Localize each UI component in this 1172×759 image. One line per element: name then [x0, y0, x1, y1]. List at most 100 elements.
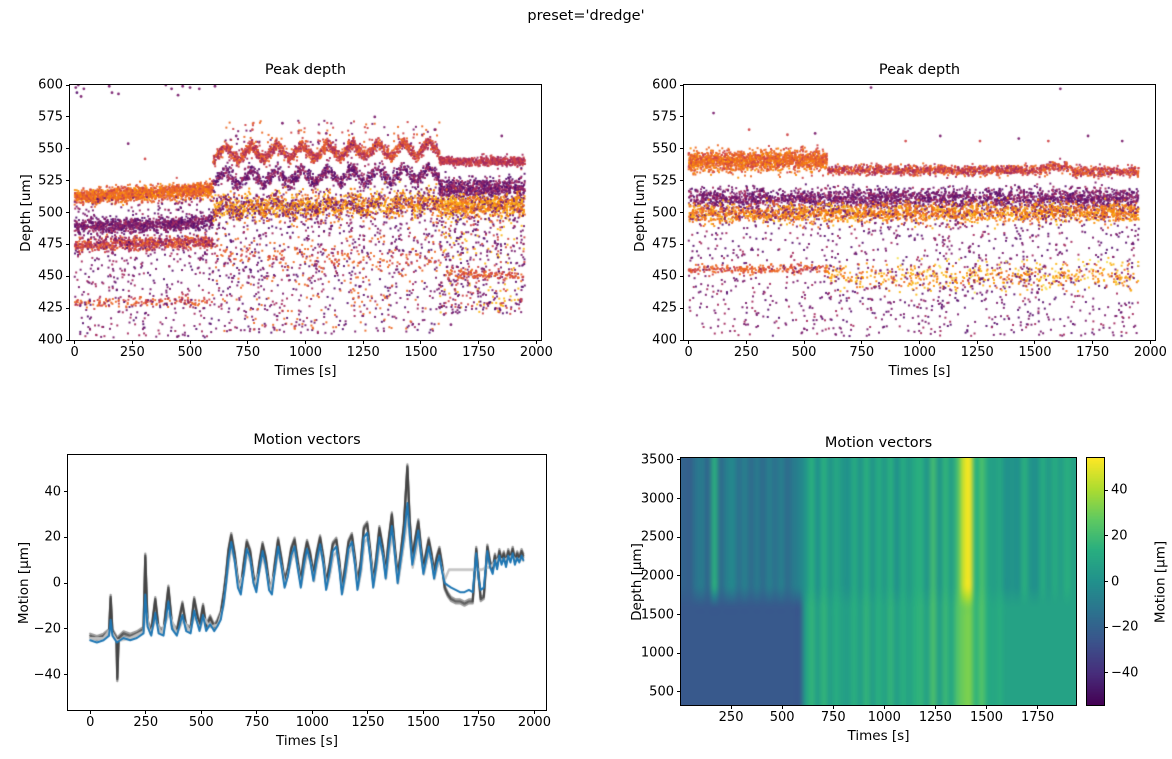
x-tick-mark: [934, 705, 936, 709]
y-tick-label: 3500: [640, 452, 674, 468]
x-tick-label: 0: [70, 345, 79, 360]
y-tick-mark: [677, 691, 681, 693]
x-tick-mark: [420, 340, 422, 344]
y-tick-label: 525: [38, 173, 63, 189]
x-tick-mark: [145, 710, 147, 714]
plot-title: Peak depth: [878, 62, 961, 78]
x-tick-label: 500: [791, 345, 817, 360]
x-tick-label: 250: [119, 345, 145, 360]
x-tick-mark: [89, 710, 91, 714]
x-tick-mark: [832, 705, 834, 709]
x-tick-label: 0: [684, 345, 693, 360]
y-tick-label: 500: [38, 205, 63, 220]
y-tick-mark: [680, 212, 684, 213]
colorbar-tick-mark: [1104, 535, 1108, 537]
y-tick-mark: [680, 116, 684, 118]
y-tick-mark: [680, 307, 684, 309]
x-tick-mark: [976, 340, 978, 344]
x-tick-label: 1250: [918, 710, 952, 725]
y-tick-mark: [677, 536, 681, 538]
x-tick-label: 250: [718, 710, 744, 725]
y-tick-label: 600: [652, 77, 677, 93]
y-tick-mark: [64, 582, 68, 584]
plot-title: Peak depth: [264, 62, 347, 78]
x-tick-mark: [367, 710, 369, 714]
x-tick-mark: [305, 340, 306, 344]
x-axis-label: Times [s]: [276, 733, 338, 749]
y-tick-label: 0: [52, 575, 61, 591]
y-tick-mark: [680, 275, 684, 277]
plot-title: Motion vectors: [824, 435, 933, 451]
x-tick-mark: [422, 710, 424, 714]
x-axis-label: Times [s]: [888, 363, 951, 379]
x-tick-mark: [1092, 340, 1094, 344]
y-tick-mark: [66, 339, 70, 341]
y-tick-mark: [66, 116, 70, 118]
x-tick-mark: [247, 340, 249, 344]
y-tick-mark: [680, 148, 684, 150]
x-tick-label: 2000: [1133, 345, 1167, 360]
y-tick-label: 20: [44, 529, 61, 545]
y-tick-label: −20: [33, 621, 61, 637]
x-tick-label: 2000: [519, 345, 553, 360]
y-tick-label: 2500: [640, 529, 674, 545]
x-tick-label: 750: [820, 710, 846, 725]
x-tick-label: 1750: [462, 715, 496, 730]
colorbar-canvas: [1087, 458, 1104, 705]
x-tick-label: 1500: [404, 345, 438, 360]
axes-motion-vectors-heatmap: Motion vectors Depth [μm] Times [s] 250 5…: [629, 435, 1077, 744]
x-tick-label: 1750: [1076, 345, 1110, 360]
axes-peak-depth-right: Peak depth Depth [um] Times [s] 0 250 500 7…: [632, 62, 1167, 379]
y-tick-mark: [680, 243, 684, 245]
y-tick-mark: [677, 614, 681, 616]
y-tick-label: 3000: [640, 491, 674, 507]
y-tick-label: 475: [38, 236, 63, 252]
x-tick-mark: [189, 340, 191, 344]
y-tick-mark: [680, 339, 684, 341]
y-tick-label: 450: [38, 268, 63, 284]
y-tick-label: 2000: [640, 568, 674, 584]
y-tick-label: 525: [652, 173, 677, 189]
x-tick-mark: [1034, 340, 1036, 344]
colorbar: Motion [μm] 40 20 0 −20 −40: [1086, 457, 1168, 706]
y-tick-mark: [66, 307, 70, 309]
x-tick-mark: [535, 340, 537, 344]
x-tick-label: 1500: [1018, 345, 1052, 360]
heatmap-canvas: [681, 458, 1076, 705]
x-tick-label: 1750: [462, 345, 496, 360]
y-tick-label: 1000: [640, 645, 674, 661]
x-tick-label: 250: [133, 715, 159, 730]
x-tick-mark: [74, 340, 76, 344]
colorbar-label: Motion [μm]: [1152, 540, 1168, 623]
x-tick-mark: [803, 340, 805, 344]
y-tick-mark: [677, 498, 681, 500]
y-tick-label: 400: [652, 332, 677, 348]
x-tick-label: 2000: [517, 715, 551, 730]
y-tick-mark: [677, 459, 681, 461]
colorbar-tick-label: −20: [1111, 619, 1139, 635]
x-tick-label: 1000: [288, 345, 323, 360]
x-tick-label: 750: [244, 715, 270, 730]
y-tick-mark: [680, 180, 684, 182]
y-tick-label: 450: [652, 268, 677, 284]
x-tick-mark: [745, 340, 747, 344]
y-tick-label: 425: [652, 300, 677, 316]
x-tick-mark: [200, 710, 202, 714]
y-tick-label: 575: [652, 109, 677, 125]
scatter-plot-canvas: [70, 85, 541, 340]
x-tick-label: 1000: [902, 345, 937, 360]
x-tick-mark: [478, 340, 480, 344]
x-tick-mark: [781, 705, 783, 709]
x-tick-mark: [919, 340, 920, 344]
scatter-plot-canvas: [684, 85, 1155, 340]
x-tick-label: 1000: [867, 710, 901, 725]
y-tick-label: −40: [33, 667, 61, 683]
colorbar-tick-label: −40: [1111, 665, 1139, 681]
colorbar-tick-label: 20: [1111, 528, 1128, 544]
colorbar-tick-mark: [1104, 489, 1108, 491]
colorbar-tick-mark: [1104, 581, 1108, 582]
y-axis-label: Motion [μm]: [16, 541, 32, 624]
x-tick-label: 500: [188, 715, 214, 730]
y-tick-mark: [677, 652, 681, 654]
y-tick-mark: [66, 243, 70, 245]
